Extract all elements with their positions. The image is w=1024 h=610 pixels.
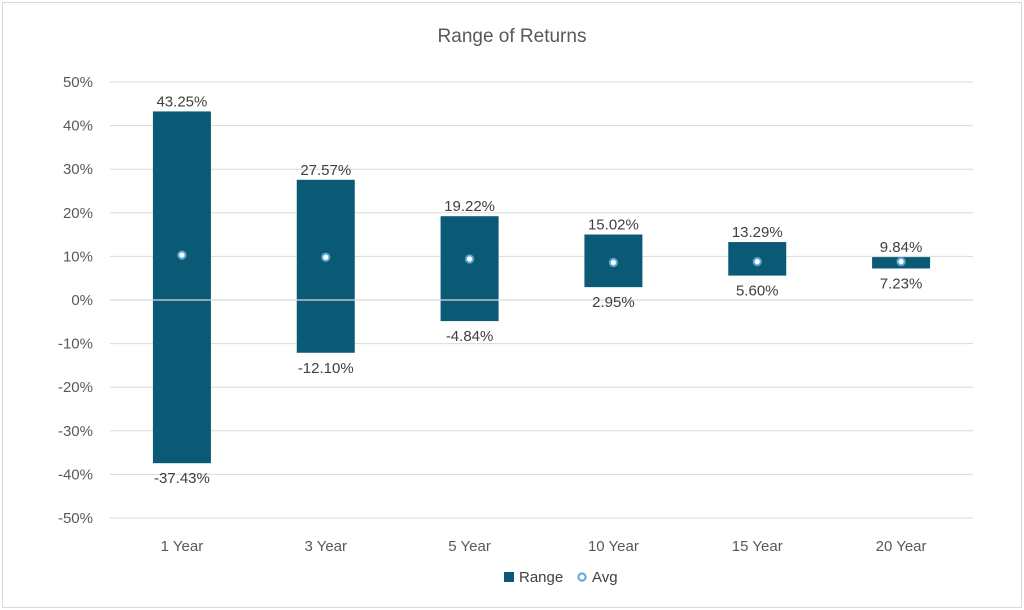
range-bars xyxy=(152,111,931,464)
y-tick-label: 30% xyxy=(63,161,93,178)
avg-markers xyxy=(177,250,906,268)
low-value-label: -4.84% xyxy=(446,328,494,345)
y-tick-label: -20% xyxy=(58,379,93,396)
legend-range-swatch xyxy=(504,572,514,582)
avg-marker xyxy=(608,257,619,268)
y-tick-label: -10% xyxy=(58,336,93,353)
x-tick-label: 10 Year xyxy=(588,538,639,555)
low-value-label: 7.23% xyxy=(880,275,923,292)
x-axis: 1 Year 3 Year 5 Year 10 Year 15 Year 20 Year xyxy=(161,538,927,555)
high-value-label: 27.57% xyxy=(300,162,351,179)
avg-marker xyxy=(752,257,762,267)
y-tick-label: 10% xyxy=(63,248,93,265)
legend: Range Avg xyxy=(504,569,618,586)
x-tick-label: 1 Year xyxy=(161,538,204,555)
high-value-label: 19.22% xyxy=(444,198,495,215)
y-tick-label: 20% xyxy=(63,205,93,222)
high-value-label: 13.29% xyxy=(732,224,783,241)
high-value-label: 9.84% xyxy=(880,239,923,256)
x-tick-label: 15 Year xyxy=(732,538,783,555)
y-tick-label: -40% xyxy=(58,466,93,483)
x-tick-label: 20 Year xyxy=(876,538,927,555)
y-tick-label: -30% xyxy=(58,423,93,440)
x-tick-label: 3 Year xyxy=(304,538,347,555)
high-value-label: 15.02% xyxy=(588,217,639,234)
avg-marker xyxy=(896,257,906,267)
legend-avg-swatch xyxy=(577,572,587,582)
high-value-label: 43.25% xyxy=(156,93,207,110)
range-bar xyxy=(440,216,499,322)
x-tick-label: 5 Year xyxy=(448,538,491,555)
avg-marker xyxy=(464,254,475,264)
y-axis: 50% 40% 30% 20% 10% 0% -10% -20% -30% -40% -50% xyxy=(58,74,93,527)
avg-marker xyxy=(321,252,331,262)
avg-marker xyxy=(177,250,187,260)
data-labels: 43.25% -37.43% 27.57% -12.10% 19.22% -4.84% 15… xyxy=(154,93,922,487)
range-bar xyxy=(296,179,355,353)
range-bar xyxy=(152,111,211,464)
low-value-label: 5.60% xyxy=(736,283,779,300)
y-tick-label: -50% xyxy=(58,510,93,527)
legend-range-label: Range xyxy=(519,569,563,586)
y-tick-label: 0% xyxy=(71,292,93,309)
legend-avg-label: Avg xyxy=(592,569,618,586)
y-tick-label: 50% xyxy=(63,74,93,91)
y-tick-label: 40% xyxy=(63,118,93,135)
chart-title: Range of Returns xyxy=(438,26,587,47)
low-value-label: 2.95% xyxy=(592,294,635,311)
low-value-label: -12.10% xyxy=(298,360,354,377)
low-value-label: -37.43% xyxy=(154,470,210,487)
